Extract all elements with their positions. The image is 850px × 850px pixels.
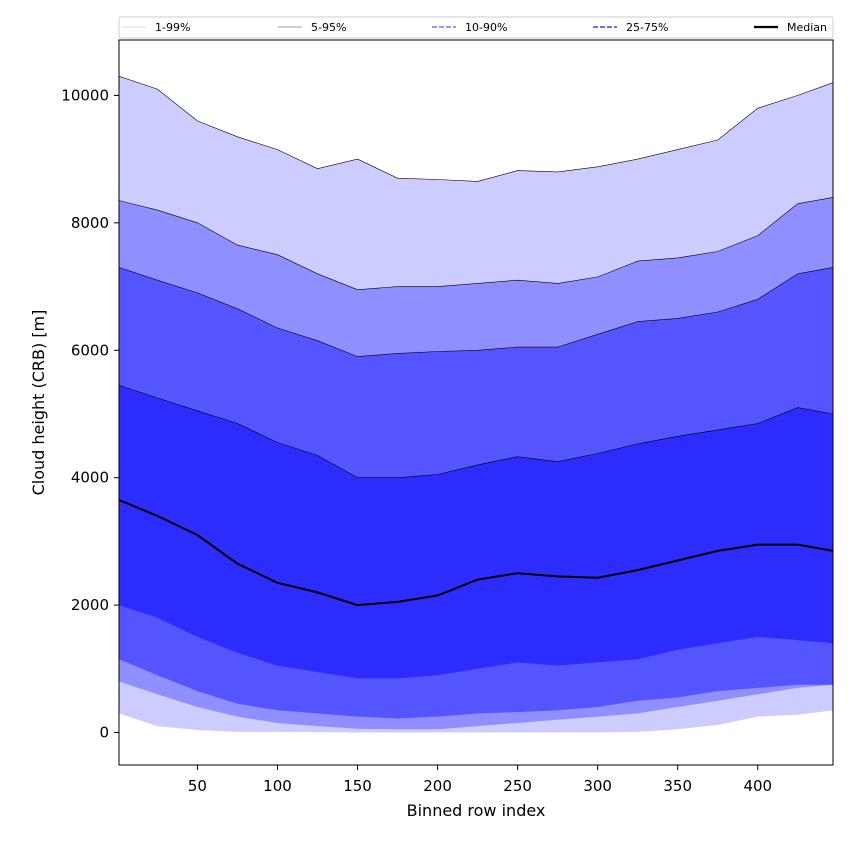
legend-item-median: Median <box>754 21 827 34</box>
legend-item-1-99: 1-99% <box>122 21 190 34</box>
axes-frame <box>118 39 834 766</box>
band-upper-edge-5-95 <box>118 197 834 291</box>
x-tick-label: 250 <box>503 777 532 795</box>
band-upper-edge-1-99 <box>118 76 834 182</box>
y-tick-label: 2000 <box>71 596 109 614</box>
band-upper-edge-25-75 <box>118 385 834 478</box>
y-tick-label: 6000 <box>71 341 109 359</box>
legend-label: 10-90% <box>465 21 507 34</box>
x-tick-label: 350 <box>663 777 692 795</box>
x-tick-label: 50 <box>188 777 207 795</box>
y-axis: 0 2000 4000 6000 8000 10000 <box>61 86 119 742</box>
x-axis: 50 100 150 200 250 300 350 400 <box>188 765 772 795</box>
x-tick-label: 200 <box>423 777 452 795</box>
legend: 1-99% 5-95% 10-90% 25-75% Median <box>118 16 834 39</box>
band-layer <box>119 76 833 733</box>
median-layer <box>118 499 834 607</box>
y-tick-label: 0 <box>99 724 109 742</box>
legend-item-25-75: 25-75% <box>593 21 668 34</box>
legend-item-10-90: 10-90% <box>432 21 507 34</box>
x-tick-label: 100 <box>263 777 292 795</box>
band-25-75 <box>119 385 833 679</box>
legend-box <box>118 16 834 39</box>
median-line <box>118 499 834 607</box>
x-axis-label: Binned row index <box>407 801 546 820</box>
y-tick-label: 10000 <box>61 86 109 104</box>
legend-label: 25-75% <box>626 21 668 34</box>
y-axis-label: Cloud height (CRB) [m] <box>29 310 48 496</box>
legend-label: Median <box>787 21 827 34</box>
x-tick-label: 300 <box>583 777 612 795</box>
legend-item-5-95: 5-95% <box>278 21 346 34</box>
band-edge-layer <box>118 76 834 478</box>
y-tick-label: 8000 <box>71 214 109 232</box>
legend-label: 5-95% <box>311 21 346 34</box>
legend-label: 1-99% <box>155 21 190 34</box>
x-tick-label: 150 <box>343 777 372 795</box>
band-upper-edge-10-90 <box>118 267 834 357</box>
y-tick-label: 4000 <box>71 469 109 487</box>
x-tick-label: 400 <box>743 777 772 795</box>
